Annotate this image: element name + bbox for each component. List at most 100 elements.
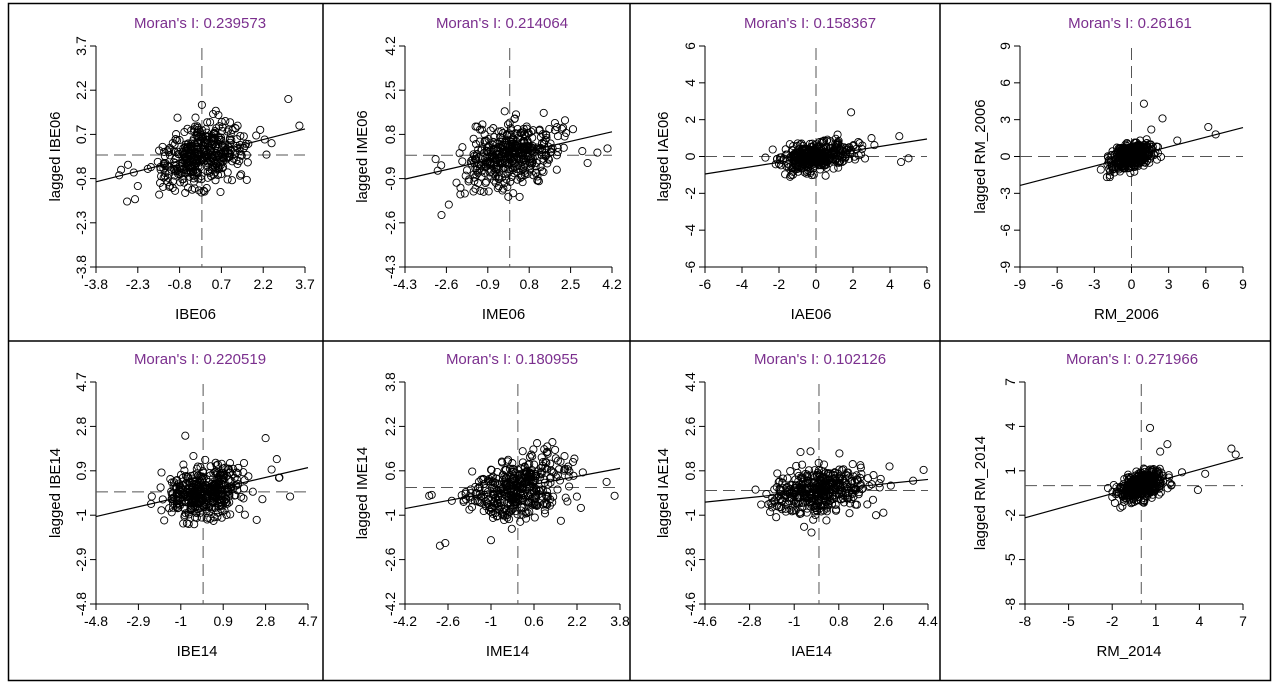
data-point <box>795 508 804 517</box>
data-point <box>172 130 181 139</box>
data-point <box>480 163 489 172</box>
data-point <box>1139 99 1148 108</box>
data-point <box>792 461 801 470</box>
data-point <box>190 520 199 529</box>
data-point <box>241 139 251 148</box>
x-axis-label: IME06 <box>482 306 525 323</box>
data-point <box>188 146 197 156</box>
x-tick-label: -2.3 <box>126 276 150 292</box>
data-point <box>822 474 831 483</box>
data-point <box>1145 481 1154 490</box>
data-point <box>852 471 861 480</box>
x-axis-label: RM_2014 <box>1096 643 1161 660</box>
x-tick-label: -2 <box>773 276 786 292</box>
scatter-panel: Moran's I: 0.102126 -4.6 -2.8 -1 0.8 2.6 4.4 -4… <box>655 351 938 660</box>
data-point <box>452 178 461 187</box>
data-point <box>226 138 235 147</box>
data-point <box>822 136 831 146</box>
data-point <box>781 507 790 516</box>
y-tick-label: -8 <box>1002 598 1018 611</box>
regression-line <box>704 138 928 175</box>
data-point <box>518 178 527 187</box>
data-point <box>198 140 207 150</box>
data-point <box>530 513 539 522</box>
y-tick-label: 0.8 <box>682 461 698 481</box>
data-point <box>189 174 198 183</box>
data-point <box>218 157 227 166</box>
y-tick-label: 2.2 <box>382 416 398 436</box>
data-point <box>272 455 281 464</box>
y-tick-label: 3.8 <box>382 372 398 392</box>
data-point <box>235 157 244 166</box>
data-point <box>1155 464 1164 473</box>
data-point <box>231 123 240 133</box>
y-tick-label: 3 <box>997 116 1013 124</box>
data-point <box>1107 161 1116 171</box>
data-point <box>560 116 570 125</box>
x-axis-label: IBE14 <box>177 643 218 660</box>
data-point <box>497 457 506 466</box>
data-point <box>513 124 522 134</box>
data-point <box>1130 476 1139 485</box>
y-tick-label: -1 <box>382 509 398 522</box>
data-point <box>578 468 587 477</box>
data-point <box>484 187 493 196</box>
y-tick-label: 0.7 <box>73 124 89 144</box>
data-point <box>504 165 513 174</box>
data-point <box>796 447 805 457</box>
data-point <box>208 485 217 494</box>
y-tick-label: -2 <box>682 187 698 200</box>
data-point <box>781 170 790 179</box>
data-point <box>167 508 176 517</box>
data-point <box>199 501 208 510</box>
x-tick-label: 0.8 <box>519 276 539 292</box>
data-point <box>798 161 807 170</box>
panel-title: Moran's I: 0.158367 <box>744 15 876 32</box>
y-tick-label: 4 <box>1002 422 1018 430</box>
data-point <box>824 499 833 508</box>
y-axis-label: lagged IME14 <box>354 447 371 540</box>
data-point <box>176 178 185 187</box>
data-point <box>559 143 568 152</box>
y-tick-label: 0.8 <box>382 124 398 144</box>
data-point <box>1201 469 1210 478</box>
data-point <box>204 132 213 141</box>
data-point <box>123 197 132 206</box>
data-point <box>226 510 235 519</box>
data-point <box>1133 490 1142 499</box>
data-point <box>201 139 210 148</box>
data-point <box>868 495 878 504</box>
data-point <box>548 438 557 447</box>
data-point <box>258 495 267 504</box>
data-point <box>832 505 841 514</box>
regression-line <box>1019 127 1244 186</box>
data-point <box>216 187 225 197</box>
data-point <box>876 474 885 483</box>
regression-line <box>95 467 309 518</box>
data-point <box>602 477 611 486</box>
data-point <box>473 484 483 493</box>
data-point <box>822 504 831 513</box>
data-point <box>527 450 536 459</box>
data-point <box>214 165 224 174</box>
data-point <box>1167 480 1176 489</box>
data-point <box>826 469 835 478</box>
y-tick-label: 2.6 <box>682 416 698 436</box>
data-point <box>1158 114 1167 123</box>
data-point <box>797 152 806 161</box>
data-point <box>499 184 508 193</box>
data-point <box>1105 173 1114 182</box>
data-point <box>530 498 539 507</box>
data-point <box>788 146 797 155</box>
panel-title: Moran's I: 0.102126 <box>754 351 886 368</box>
data-point <box>507 172 516 181</box>
data-point <box>805 139 815 148</box>
data-point <box>528 159 537 168</box>
data-point <box>225 134 234 143</box>
data-point <box>493 499 502 508</box>
data-point <box>477 475 486 484</box>
panel-title: Moran's I: 0.180955 <box>446 351 578 368</box>
data-point <box>812 149 821 158</box>
data-point <box>844 468 853 477</box>
